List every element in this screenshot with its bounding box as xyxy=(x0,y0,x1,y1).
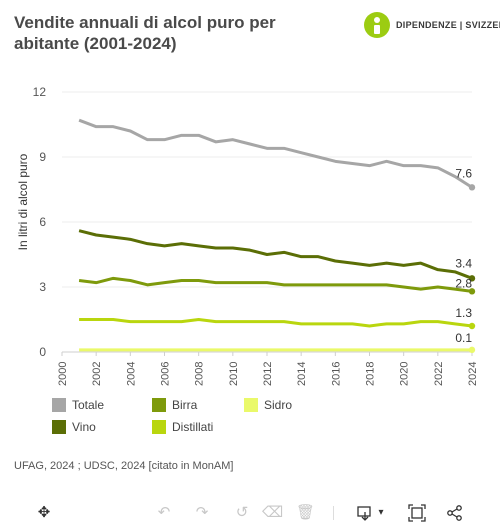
x-tick-label: 2000 xyxy=(57,362,69,386)
y-tick-label: 9 xyxy=(39,150,46,164)
legend-label: Birra xyxy=(172,398,198,412)
x-tick-label: 2024 xyxy=(467,362,479,386)
series-end-point-birra xyxy=(468,288,476,295)
legend-item-birra[interactable]: Birra xyxy=(152,398,197,412)
line-chart: 0 3 6 9 12 2000 2002 2004 2006 2008 2010 2012 2014 20… xyxy=(16,85,479,386)
legend-item-distillati[interactable]: Distillati xyxy=(152,420,213,434)
legend-swatch xyxy=(244,398,258,412)
x-tick-label: 2002 xyxy=(91,362,103,386)
series-end-label-distillati: 1.3 xyxy=(455,306,472,320)
series-end-label-vino: 3.4 xyxy=(455,256,472,270)
legend-swatch xyxy=(152,420,166,434)
download-icon[interactable] xyxy=(356,504,374,522)
legend-label: Totale xyxy=(72,398,105,412)
series-end-point-sidro xyxy=(468,346,476,354)
series-line-totale xyxy=(78,118,473,189)
brand-logo: DIPENDENZE | SVIZZERA xyxy=(364,12,500,38)
legend-label: Sidro xyxy=(264,398,293,412)
x-tick-label: 2020 xyxy=(399,362,411,386)
legend-item-vino[interactable]: Vino xyxy=(52,420,96,434)
x-tick-label: 2014 xyxy=(296,362,308,386)
series-line-distillati xyxy=(79,318,473,328)
y-tick-label: 6 xyxy=(39,215,46,229)
share-icon[interactable] xyxy=(446,504,464,522)
legend-label: Vino xyxy=(72,420,96,434)
series-line-vino xyxy=(78,229,473,280)
series-end-label-totale: 7.6 xyxy=(455,166,472,180)
brand-logo-text: DIPENDENZE | SVIZZERA xyxy=(396,20,500,30)
series-end-point-vino xyxy=(468,275,476,282)
undo-icon[interactable]: ↶ xyxy=(157,504,171,521)
legend-swatch xyxy=(52,398,66,412)
legend-swatch xyxy=(152,398,166,412)
brand-logo-icon xyxy=(364,12,390,38)
y-tick-label: 3 xyxy=(39,280,46,294)
fullscreen-icon[interactable] xyxy=(408,504,426,522)
y-tick-label: 0 xyxy=(39,345,46,359)
x-tick-label: 2006 xyxy=(160,362,172,386)
y-axis-label: In litri di alcol puro xyxy=(16,153,30,250)
chevron-down-icon[interactable]: ▾ xyxy=(378,507,384,518)
x-tick-label: 2012 xyxy=(262,362,274,386)
delete-icon[interactable]: ⌫ xyxy=(262,504,284,521)
x-tick-label: 2022 xyxy=(433,362,445,386)
delete-all-icon[interactable]: 🗑 xyxy=(296,504,316,521)
chart-toolbar: ✥ ↶ ↷ ↺ ⌫ 🗑 ▾ xyxy=(0,500,500,527)
series-end-point-totale xyxy=(468,184,476,191)
reset-icon[interactable]: ↺ xyxy=(235,504,249,521)
x-tick-label: 2008 xyxy=(194,362,206,386)
redo-icon[interactable]: ↷ xyxy=(195,504,209,521)
source-note: UFAG, 2024 ; UDSC, 2024 [citato in MonAM… xyxy=(14,460,234,472)
legend-label: Distillati xyxy=(172,420,214,434)
legend-swatch xyxy=(52,420,66,434)
y-tick-label: 12 xyxy=(33,85,47,99)
x-tick-label: 2010 xyxy=(228,362,240,386)
series-end-point-distillati xyxy=(468,322,476,330)
legend-item-totale[interactable]: Totale xyxy=(52,398,104,412)
legend-item-sidro[interactable]: Sidro xyxy=(244,398,292,412)
toolbar-divider xyxy=(333,506,334,520)
x-tick-label: 2016 xyxy=(330,362,342,386)
series-end-label-birra: 2.8 xyxy=(455,276,472,290)
move-icon[interactable]: ✥ xyxy=(37,504,51,521)
x-tick-label: 2018 xyxy=(365,362,377,386)
series-end-label-sidro: 0.1 xyxy=(455,331,472,345)
chart-title: Vendite annuali di alcol puro per abitan… xyxy=(14,13,276,53)
series-line-birra xyxy=(78,276,473,293)
x-tick-label: 2004 xyxy=(125,362,137,386)
